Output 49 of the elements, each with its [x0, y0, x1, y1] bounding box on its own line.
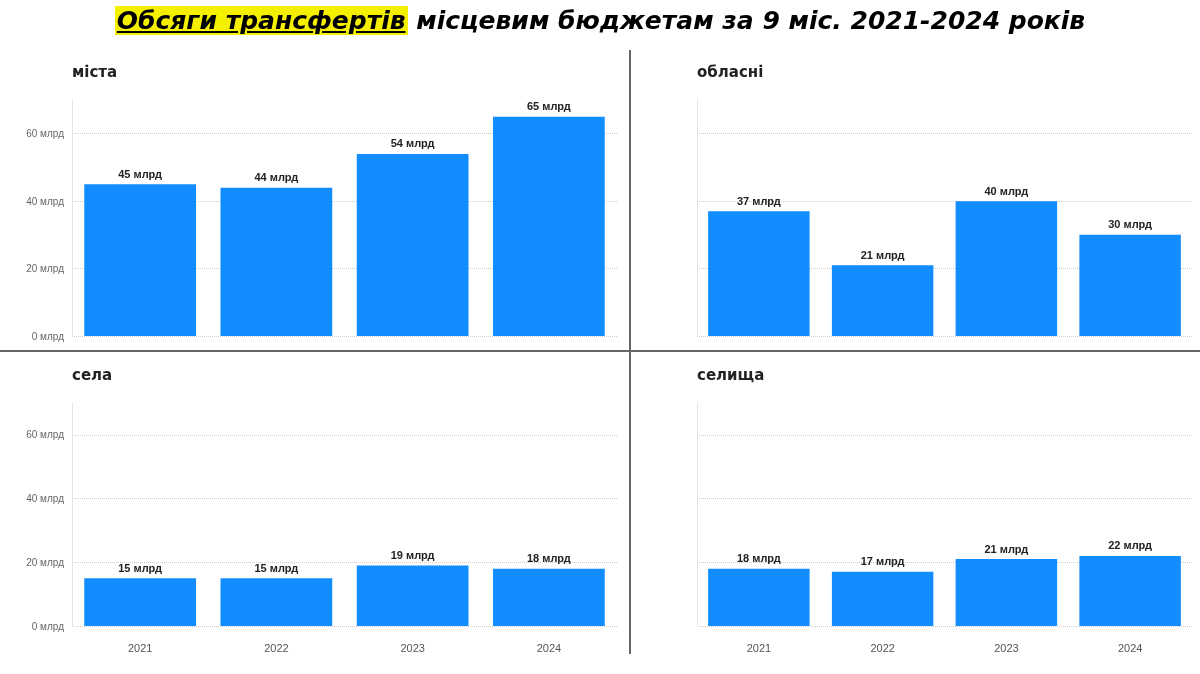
- bar: [493, 116, 605, 336]
- y-tick-label: 0 млрд: [31, 330, 65, 342]
- data-label: 15 млрд: [254, 561, 299, 574]
- data-label: 37 млрд: [736, 194, 781, 207]
- chart-title: Обсяги трансфертів місцевим бюджетам за 9 міс. 2021-2024 років: [115, 6, 1087, 35]
- y-tick-label: 60 млрд: [26, 429, 65, 441]
- y-tick-label: 20 млрд: [26, 556, 65, 568]
- data-label: 21 млрд: [860, 248, 905, 261]
- data-label: 45 млрд: [118, 167, 163, 180]
- y-tick-label: 20 млрд: [26, 263, 65, 275]
- bar: [831, 265, 934, 336]
- data-label: 19 млрд: [390, 548, 435, 561]
- bar: [84, 184, 196, 336]
- x-tick-label: 2022: [264, 641, 289, 654]
- x-tick-label: 2021: [746, 641, 772, 654]
- y-tick-label: 40 млрд: [26, 493, 65, 505]
- x-tick-label: 2023: [400, 641, 425, 654]
- x-tick-label: 2024: [536, 641, 562, 654]
- bar: [1079, 234, 1181, 336]
- x-tick-label: 2022: [870, 641, 895, 654]
- data-label: 40 млрд: [984, 184, 1029, 197]
- chart-subtitle: села: [72, 366, 113, 384]
- data-label: 17 млрд: [860, 555, 905, 568]
- y-tick-label: 40 млрд: [26, 195, 65, 207]
- data-label: 65 млрд: [526, 100, 571, 113]
- x-tick-label: 2024: [1117, 641, 1143, 654]
- bar: [708, 568, 810, 626]
- y-tick-label: 0 млрд: [31, 620, 65, 632]
- bar: [831, 571, 934, 626]
- bar: [220, 187, 333, 336]
- data-label: 18 млрд: [736, 552, 781, 565]
- bar: [955, 559, 1058, 626]
- data-label: 21 млрд: [984, 542, 1029, 555]
- data-label: 54 млрд: [390, 137, 435, 150]
- x-tick-label: 2023: [994, 641, 1019, 654]
- data-label: 18 млрд: [526, 552, 571, 565]
- data-label: 22 млрд: [1108, 539, 1153, 552]
- bar: [356, 153, 469, 336]
- bar: [955, 201, 1058, 336]
- x-tick-label: 2021: [127, 641, 153, 654]
- y-tick-label: 60 млрд: [26, 128, 65, 140]
- data-label: 30 млрд: [1108, 218, 1153, 231]
- chart-subtitle: обласні: [697, 63, 764, 81]
- bar: [708, 211, 810, 336]
- data-label: 44 млрд: [254, 171, 299, 184]
- chart-subtitle: селища: [697, 366, 765, 384]
- bar: [1079, 555, 1181, 626]
- chart-subtitle: міста: [72, 63, 118, 81]
- data-label: 15 млрд: [118, 561, 163, 574]
